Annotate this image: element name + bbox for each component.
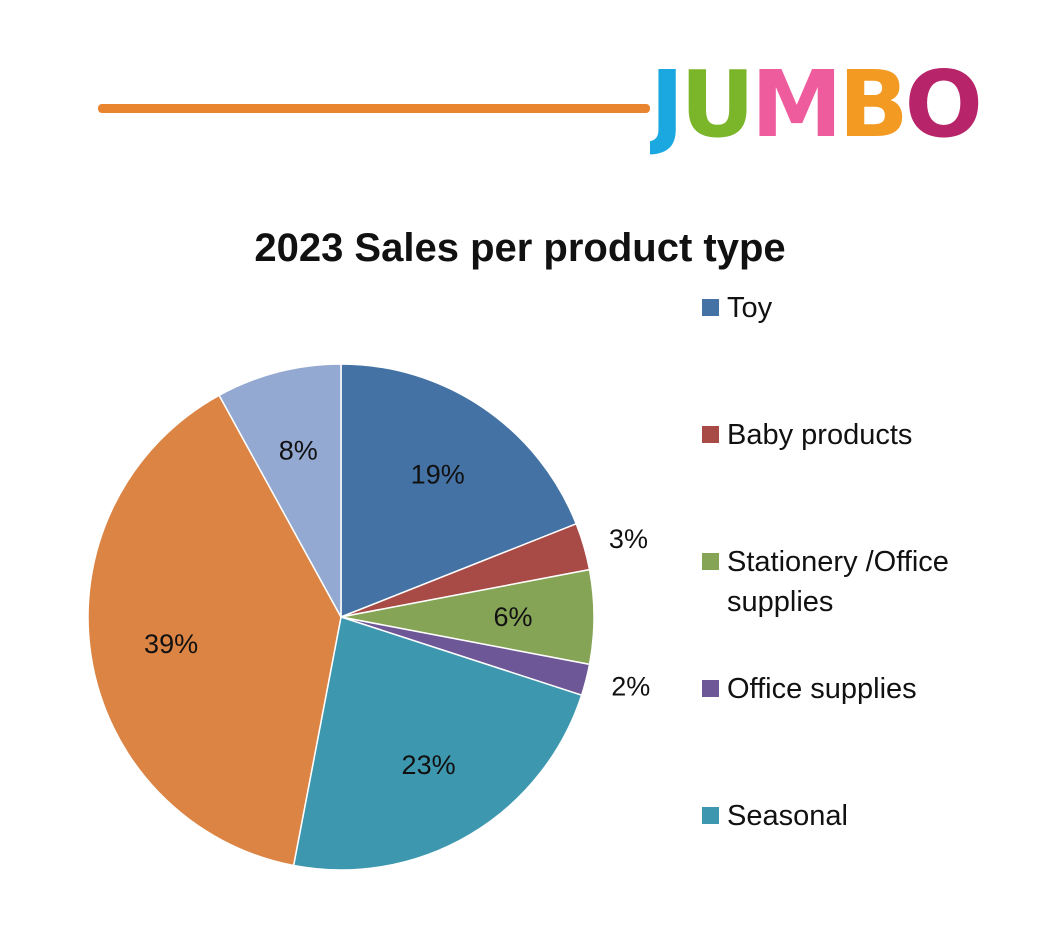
jumbo-logo-wordmark: JUMBO: [650, 51, 979, 158]
legend-label: Seasonal: [727, 800, 848, 832]
pie-data-label: 2%: [611, 671, 650, 701]
logo-letter: M: [751, 51, 839, 158]
legend-item: Stationery /Office supplies: [702, 542, 1032, 669]
pie-slice: [218, 363, 342, 618]
legend-item: Baby products: [702, 415, 1032, 542]
pie-data-label: 6%: [494, 602, 533, 632]
legend-swatch: [702, 299, 719, 316]
pie-data-label: 8%: [279, 435, 318, 465]
header-rule: [98, 104, 650, 113]
legend-swatch: [702, 426, 719, 443]
pie-slice: [292, 616, 583, 871]
logo-letter: B: [839, 51, 905, 158]
legend-item: Office supplies: [702, 669, 1032, 796]
logo-letter: J: [650, 51, 680, 158]
pie-slice: [340, 363, 578, 619]
pie-data-label: 39%: [144, 629, 198, 659]
legend-swatch: [702, 807, 719, 824]
pie-slices: [87, 363, 595, 871]
legend-item: Seasonal: [702, 796, 1032, 923]
legend-label: Office supplies: [727, 673, 917, 705]
legend-swatch: [702, 553, 719, 570]
legend-label: Toy: [727, 292, 773, 324]
pie-data-label: 23%: [402, 750, 456, 780]
legend-swatch: [702, 680, 719, 697]
logo-letter: U: [680, 51, 751, 158]
legend-label: Baby products: [727, 419, 913, 451]
chart-title: 2023 Sales per product type: [254, 226, 786, 270]
chart-legend: Toy Baby products Stationery /Office suppl…: [702, 288, 1032, 923]
jumbo-logo: JUMBO: [650, 50, 984, 159]
legend-item: Toy: [702, 288, 1032, 415]
legend-label: Stationery /Office supplies: [727, 546, 949, 618]
pie-data-label: 3%: [609, 524, 648, 554]
pie-labels: 19% 3% 6% 2% 23% 39% 8%: [144, 435, 650, 780]
logo-letter: O: [905, 51, 979, 158]
pie-data-label: 19%: [411, 460, 465, 490]
pie-slice: [87, 394, 342, 867]
